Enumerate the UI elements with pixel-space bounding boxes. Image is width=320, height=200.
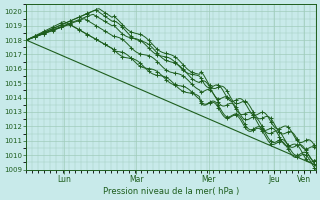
X-axis label: Pression niveau de la mer( hPa ): Pression niveau de la mer( hPa ) [103,187,239,196]
